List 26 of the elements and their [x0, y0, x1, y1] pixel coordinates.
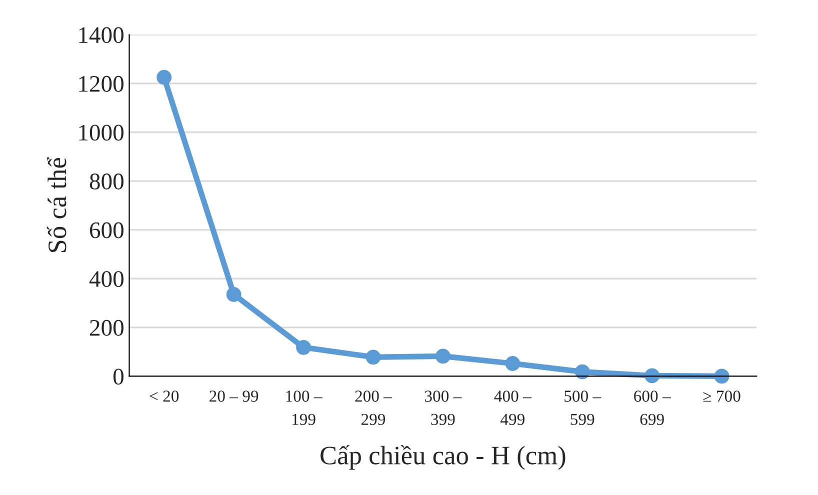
x-tick-label: ≥ 700	[703, 390, 740, 402]
y-tick-label: 200	[90, 320, 124, 336]
y-tick-label: 1400	[79, 27, 124, 44]
point	[366, 350, 381, 365]
point	[226, 287, 242, 302]
point	[505, 356, 520, 371]
x-tick-label: 600 – 699	[634, 390, 671, 426]
point	[296, 340, 311, 355]
y-tick-label: 1000	[79, 124, 124, 141]
x-tick-label: < 20	[150, 390, 179, 402]
y-tick-label: 800	[90, 174, 124, 190]
x-tick-label: 300 – 399	[424, 390, 462, 426]
y-tick-label: 400	[89, 271, 124, 288]
x-tick-label: 200 – 299	[355, 390, 392, 426]
point	[435, 348, 450, 364]
y-tick-label: 0	[113, 368, 124, 385]
point	[156, 70, 172, 85]
x-tick-label: 500 – 599	[564, 390, 602, 426]
point	[574, 364, 590, 380]
x-tick-label: 100 – 199	[286, 390, 322, 426]
y-axis-title: Số cá thể	[46, 157, 66, 252]
y-tick-label: 600	[90, 222, 124, 238]
x-tick-label: 400 – 499	[494, 390, 532, 426]
y-tick-label: 1200	[79, 76, 124, 92]
x-tick-label: 20 – 99	[210, 390, 258, 402]
x-axis-title: Cấp chiều cao - H (cm)	[320, 445, 566, 470]
